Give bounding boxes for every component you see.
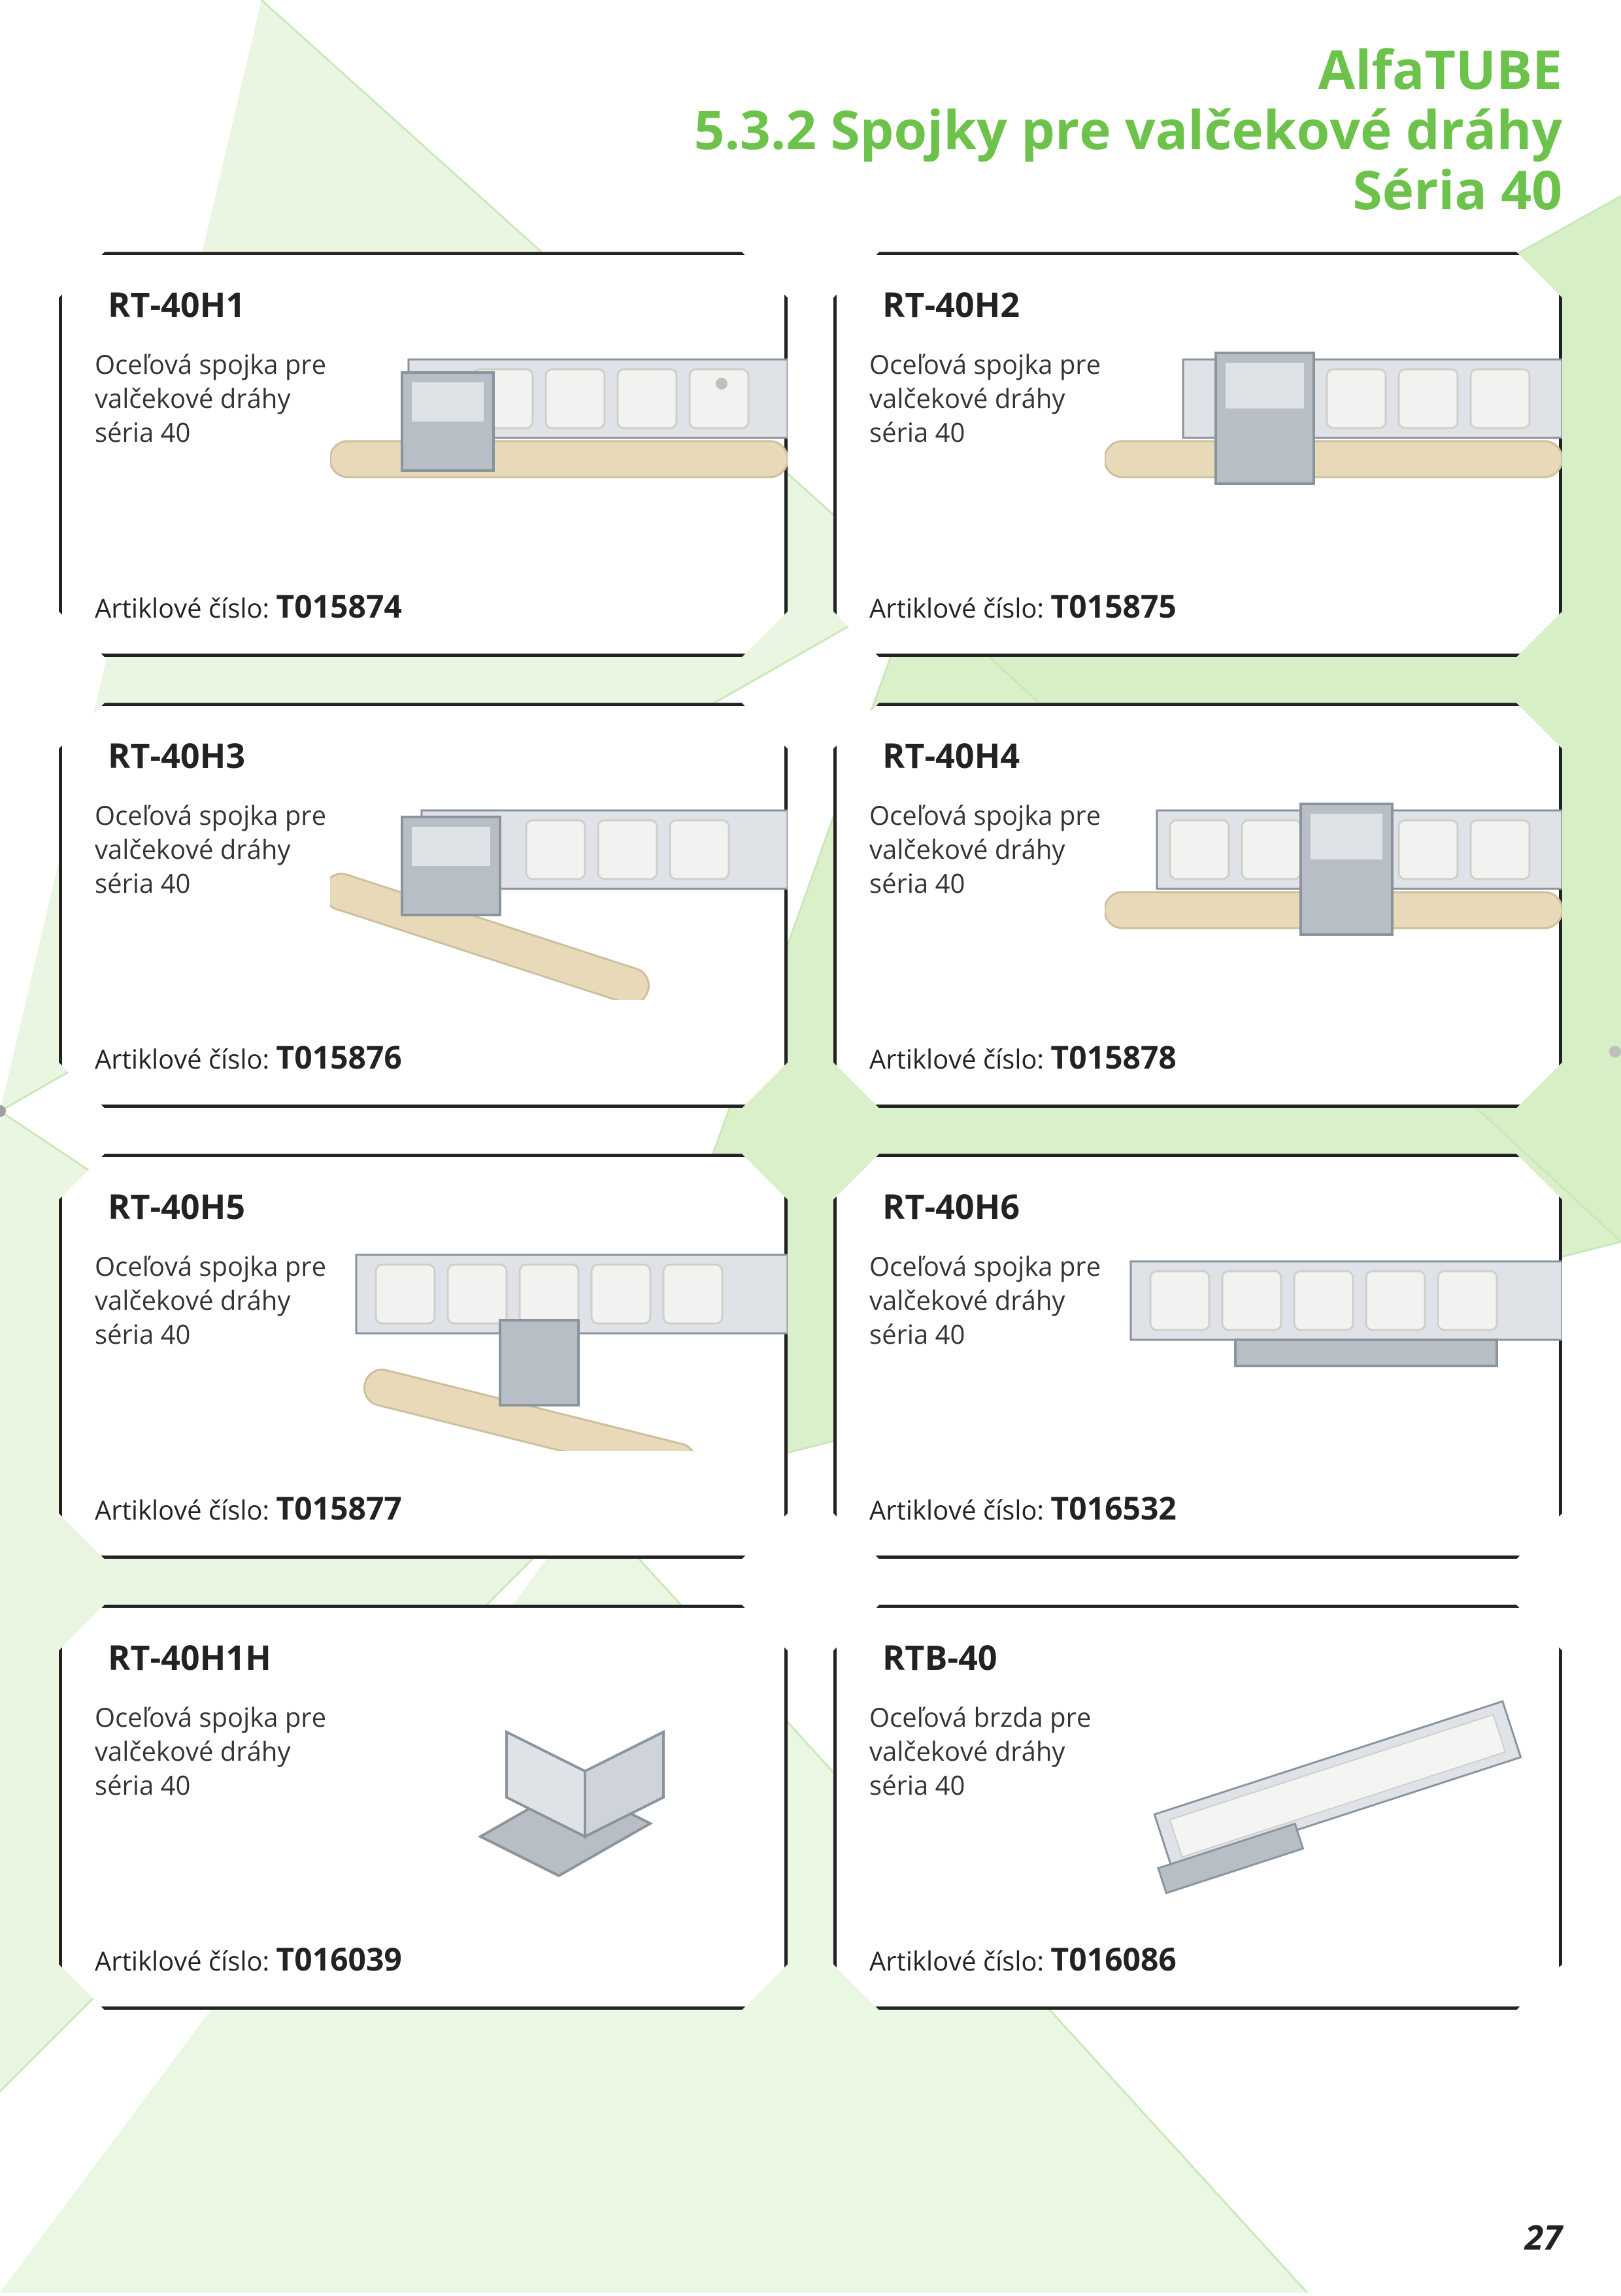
product-card: RT-40H4 Oceľová spojka pre valčekové drá…	[833, 703, 1562, 1108]
article-number: Artiklové číslo: T016086	[869, 1938, 1177, 1980]
product-image	[330, 784, 788, 1000]
article-label: Artiklové číslo:	[869, 1491, 1050, 1527]
article-label: Artiklové číslo:	[95, 1040, 276, 1076]
article-value: T015875	[1050, 585, 1176, 627]
product-card: RT-40H5 Oceľová spojka pre valčekové drá…	[59, 1154, 788, 1559]
article-value: T016039	[276, 1938, 401, 1980]
product-code: RTB-40	[882, 1634, 1526, 1680]
header-line-3: Séria 40	[59, 159, 1562, 220]
product-code: RT-40H1H	[108, 1634, 752, 1680]
page-header: AlfaTUBE 5.3.2 Spojky pre valčekové dráh…	[0, 0, 1621, 232]
article-label: Artiklové číslo:	[869, 590, 1050, 625]
product-desc: Oceľová spojka pre valčekové dráhy séria…	[869, 798, 1105, 900]
product-image	[1105, 1686, 1562, 1902]
product-grid: RT-40H1 Oceľová spojka pre valčekové drá…	[0, 232, 1621, 2010]
product-code: RT-40H4	[882, 732, 1526, 778]
product-card: RT-40H3 Oceľová spojka pre valčekové drá…	[59, 703, 788, 1108]
product-image	[1105, 784, 1562, 1000]
article-value: T016086	[1050, 1938, 1176, 1980]
product-code: RT-40H3	[108, 732, 752, 778]
article-label: Artiklové číslo:	[869, 1040, 1050, 1076]
article-value: T015878	[1050, 1036, 1176, 1078]
article-label: Artiklové číslo:	[869, 1942, 1050, 1978]
product-image	[330, 1686, 788, 1902]
product-image	[330, 1235, 788, 1451]
product-card: RTB-40 Oceľová brzda pre valčekové dráhy…	[833, 1605, 1562, 2010]
article-number: Artiklové číslo: T015874	[95, 585, 402, 627]
product-desc: Oceľová spojka pre valčekové dráhy séria…	[95, 798, 330, 900]
article-value: T015874	[276, 585, 401, 627]
article-label: Artiklové číslo:	[95, 590, 276, 625]
article-number: Artiklové číslo: T015877	[95, 1487, 402, 1529]
article-value: T015877	[276, 1487, 401, 1529]
product-code: RT-40H6	[882, 1183, 1526, 1229]
header-line-1: AlfaTUBE	[59, 39, 1562, 99]
product-image	[330, 333, 788, 549]
product-card: RT-40H1H Oceľová spojka pre valčekové dr…	[59, 1605, 788, 2010]
product-desc: Oceľová spojka pre valčekové dráhy séria…	[869, 347, 1105, 449]
decor-dot	[716, 378, 727, 390]
article-number: Artiklové číslo: T015876	[95, 1036, 402, 1078]
article-label: Artiklové číslo:	[95, 1942, 276, 1978]
page-number: 27	[1525, 2214, 1562, 2260]
article-value: T015876	[276, 1036, 401, 1078]
product-code: RT-40H5	[108, 1183, 752, 1229]
article-number: Artiklové číslo: T016039	[95, 1938, 402, 1980]
article-number: Artiklové číslo: T015878	[869, 1036, 1177, 1078]
product-desc: Oceľová brzda pre valčekové dráhy séria …	[869, 1700, 1105, 1802]
header-line-2: 5.3.2 Spojky pre valčekové dráhy	[59, 99, 1562, 159]
article-number: Artiklové číslo: T015875	[869, 585, 1177, 627]
decor-dot	[1609, 1046, 1621, 1057]
product-desc: Oceľová spojka pre valčekové dráhy séria…	[95, 1249, 330, 1351]
article-label: Artiklové číslo:	[95, 1491, 276, 1527]
product-desc: Oceľová spojka pre valčekové dráhy séria…	[869, 1249, 1105, 1351]
product-code: RT-40H1	[108, 281, 752, 327]
product-code: RT-40H2	[882, 281, 1526, 327]
product-desc: Oceľová spojka pre valčekové dráhy séria…	[95, 347, 330, 449]
product-card: RT-40H1 Oceľová spojka pre valčekové drá…	[59, 252, 788, 657]
product-image	[1105, 1235, 1562, 1451]
product-card: RT-40H2 Oceľová spojka pre valčekové drá…	[833, 252, 1562, 657]
article-number: Artiklové číslo: T016532	[869, 1487, 1177, 1529]
product-desc: Oceľová spojka pre valčekové dráhy séria…	[95, 1700, 330, 1802]
article-value: T016532	[1050, 1487, 1176, 1529]
product-card: RT-40H6 Oceľová spojka pre valčekové drá…	[833, 1154, 1562, 1559]
product-image	[1105, 333, 1562, 549]
